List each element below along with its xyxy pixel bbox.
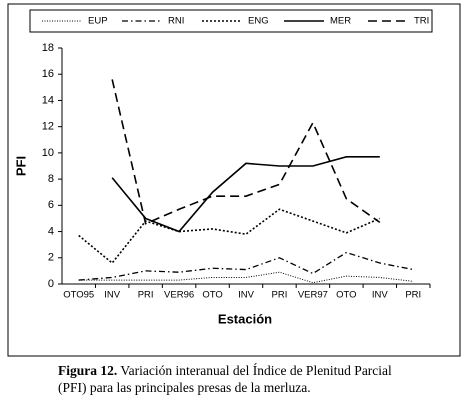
series-line [111, 79, 381, 225]
series-line [111, 156, 380, 233]
x-tick-label: OTO [336, 290, 356, 301]
legend-label: RNI [168, 16, 184, 27]
y-tick-label: 10 [42, 147, 54, 159]
x-tick-label: VER97 [298, 290, 328, 301]
x-tick-label: INV [372, 290, 389, 301]
y-axis-title: PFI [13, 156, 28, 176]
x-tick-label: INV [238, 290, 255, 301]
series-line [78, 208, 381, 265]
x-tick-label: OTO [202, 290, 222, 301]
x-tick-label: PRI [405, 290, 421, 301]
y-tick-label: 12 [42, 121, 54, 133]
caption-label: Figura 12. [58, 363, 118, 378]
legend-label: EUP [88, 16, 108, 27]
legend-label: MER [330, 16, 351, 27]
caption-text: Variación interanual del Índice de Pleni… [58, 363, 392, 395]
y-tick-label: 2 [48, 252, 54, 264]
y-tick-label: 8 [48, 173, 54, 185]
x-axis-title: Estación [218, 311, 272, 326]
x-tick-label: PRI [272, 290, 288, 301]
series-line [78, 251, 414, 281]
y-tick-label: 16 [42, 68, 54, 80]
y-tick-label: 18 [42, 42, 54, 54]
series-line [78, 271, 414, 284]
x-tick-label: OTO95 [63, 290, 94, 301]
x-tick-label: VER96 [164, 290, 194, 301]
x-tick-label: PRI [138, 290, 154, 301]
legend-label: TRI [414, 16, 429, 27]
y-tick-label: 14 [42, 94, 54, 106]
figure-frame [7, 3, 461, 357]
y-tick-label: 0 [48, 278, 54, 290]
x-tick-label: INV [104, 290, 121, 301]
y-tick-label: 6 [48, 199, 54, 211]
legend-box [29, 9, 433, 33]
chart: PFI Estación 0 2 4 6 8 10 12 14 16 18 OTO95 INV PRI V… [7, 3, 461, 357]
caption: Figura 12. Variación interanual del Índi… [58, 362, 418, 396]
legend-label: ENG [248, 16, 269, 27]
y-tick-label: 4 [48, 225, 54, 237]
